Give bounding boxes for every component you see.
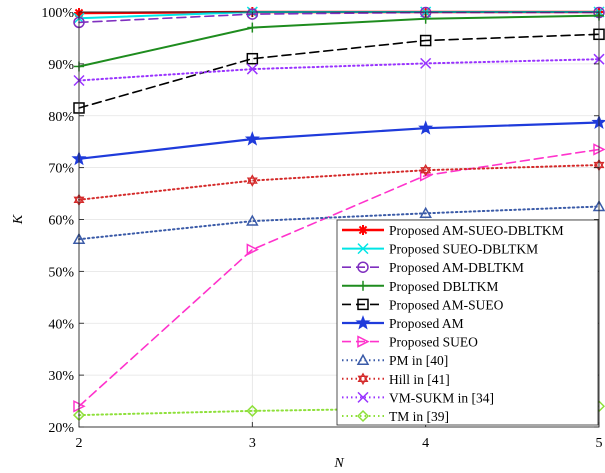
legend-label: VM-SUKM in [34] <box>389 390 494 405</box>
data-point-marker <box>357 372 369 386</box>
legend-label: Hill in [41] <box>389 372 450 387</box>
legend-label: Proposed AM <box>389 316 464 331</box>
series-group <box>73 28 605 114</box>
data-point-marker <box>244 131 260 146</box>
data-point-marker <box>246 404 259 417</box>
data-point-marker <box>356 409 370 423</box>
series-group <box>73 158 605 207</box>
data-point-marker <box>246 174 258 187</box>
legend-label: Proposed DBLTKM <box>389 279 498 294</box>
series-group <box>73 53 605 87</box>
series-line <box>78 148 600 408</box>
data-point-marker <box>419 34 432 47</box>
data-point-marker <box>246 214 259 226</box>
y-tick-label: 70% <box>48 162 74 177</box>
data-point-marker <box>357 243 369 255</box>
data-point-marker <box>356 353 370 365</box>
y-tick-label: 30% <box>48 369 74 384</box>
data-point-marker <box>246 8 259 20</box>
y-tick-label: 90% <box>48 58 74 73</box>
series-group <box>71 114 605 166</box>
data-point-marker <box>420 57 432 69</box>
data-point-marker <box>355 315 371 330</box>
x-tick-label: 3 <box>249 436 256 451</box>
data-point-marker <box>246 243 260 256</box>
y-tick-label: 20% <box>48 421 74 436</box>
series-line <box>78 33 600 109</box>
legend: Proposed AM-SUEO-DBLTKM Proposed SUEO-DBL… <box>336 219 599 426</box>
y-tick-label: 60% <box>48 214 74 229</box>
series-group <box>73 6 605 24</box>
y-tick-label: 80% <box>48 110 74 125</box>
series-line <box>78 164 600 201</box>
legend-label: TM in [39] <box>389 409 449 424</box>
legend-label: Proposed AM-DBLTKM <box>389 260 524 275</box>
data-point-marker <box>357 298 369 311</box>
data-point-marker <box>247 22 258 33</box>
series-line <box>78 14 600 68</box>
legend-label: PM in [40] <box>389 353 448 368</box>
y-tick-label: 100% <box>41 6 74 21</box>
data-point-marker <box>357 335 370 348</box>
data-point-marker <box>357 391 369 403</box>
axes: 20% 30% 40% 50% 60% 70% 80% 90% 100% 2 3 4 5 <box>41 6 602 451</box>
data-point-marker <box>358 225 368 235</box>
data-point-marker <box>358 280 368 291</box>
y-axis-label: K <box>11 214 26 225</box>
legend-label: Proposed AM-SUEO-DBLTKM <box>389 223 564 238</box>
x-tick-label: 4 <box>422 436 429 451</box>
legend-label: Proposed AM-SUEO <box>389 297 504 312</box>
series-line <box>78 11 600 24</box>
data-point-marker <box>418 120 434 135</box>
y-tick-label: 40% <box>48 317 74 332</box>
data-point-marker <box>420 163 432 177</box>
data-point-marker <box>246 63 258 75</box>
series-line <box>78 58 600 82</box>
legend-label: Proposed SUEO <box>389 335 478 350</box>
series-group <box>74 10 604 72</box>
x-axis-label: N <box>333 456 344 471</box>
legend-label: Proposed SUEO-DBLTKM <box>389 242 538 257</box>
y-tick-label: 50% <box>48 265 74 280</box>
x-tick-label: 2 <box>76 436 83 451</box>
series-line <box>78 205 600 241</box>
data-point-marker <box>357 261 369 273</box>
data-point-marker <box>419 206 432 219</box>
data-point-marker <box>246 52 259 65</box>
series-line <box>77 121 601 160</box>
x-tick-label: 5 <box>596 436 603 451</box>
